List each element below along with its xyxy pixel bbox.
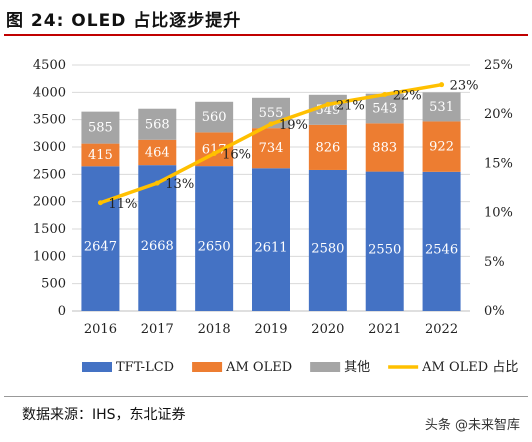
line-data-label: 23% bbox=[450, 79, 479, 94]
bar-tft-lcd bbox=[365, 171, 404, 311]
source-rule bbox=[4, 396, 528, 397]
figure-title: 图 24: OLED 占比逐步提升 bbox=[6, 11, 242, 31]
line-data-label: 22% bbox=[393, 89, 422, 104]
bar-- bbox=[81, 111, 120, 144]
y-tick-label: 4500 bbox=[33, 58, 66, 73]
line-point bbox=[325, 101, 331, 107]
bar-- bbox=[365, 93, 404, 124]
bar-data-label: 543 bbox=[372, 101, 397, 116]
line-data-label: 21% bbox=[336, 98, 365, 113]
bar-- bbox=[422, 92, 461, 122]
y2-tick-label: 10% bbox=[484, 206, 513, 221]
x-tick-label: 2017 bbox=[141, 322, 174, 337]
line-point bbox=[439, 82, 445, 88]
bar-data-label: 531 bbox=[429, 100, 454, 115]
bar-tft-lcd bbox=[252, 168, 290, 311]
legend-swatch bbox=[82, 362, 112, 372]
bar-data-label: 826 bbox=[315, 140, 340, 155]
title-rule bbox=[4, 34, 528, 36]
y2-tick-label: 25% bbox=[484, 58, 513, 73]
bar-data-label: 617 bbox=[202, 142, 227, 157]
y-tick-label: 3000 bbox=[33, 140, 66, 155]
bar-data-label: 2580 bbox=[311, 241, 344, 256]
y-tick-label: 2500 bbox=[33, 167, 66, 182]
line-data-label: 13% bbox=[165, 177, 194, 192]
legend-label: 其他 bbox=[344, 360, 370, 375]
x-tick-label: 2019 bbox=[254, 322, 287, 337]
legend-label: AM OLED bbox=[225, 360, 292, 375]
line-point bbox=[268, 121, 274, 127]
y-tick-label: 0 bbox=[58, 304, 66, 319]
bar-data-label: 560 bbox=[202, 110, 227, 125]
x-tick-label: 2020 bbox=[311, 322, 344, 337]
bar-data-label: 585 bbox=[88, 121, 113, 136]
y2-tick-label: 0% bbox=[484, 304, 505, 319]
legend-label: TFT-LCD bbox=[116, 360, 174, 375]
line-data-label: 16% bbox=[222, 148, 251, 163]
bar-data-label: 555 bbox=[259, 106, 284, 121]
watermark: 头条 @未来智库 bbox=[424, 418, 520, 433]
bar-data-label: 2668 bbox=[141, 239, 174, 254]
bar-tft-lcd bbox=[195, 166, 234, 311]
legend-swatch bbox=[192, 362, 223, 372]
bar-data-label: 464 bbox=[145, 145, 170, 160]
line-data-label: 19% bbox=[279, 118, 308, 133]
y-tick-label: 2000 bbox=[33, 195, 66, 210]
bar-data-label: 2650 bbox=[198, 240, 231, 255]
bar-data-label: 2611 bbox=[254, 241, 287, 256]
y2-tick-label: 5% bbox=[484, 255, 505, 270]
x-tick-label: 2018 bbox=[198, 322, 231, 337]
bar-am-oled bbox=[422, 121, 461, 172]
y-tick-label: 500 bbox=[41, 277, 66, 292]
y-tick-label: 3500 bbox=[33, 113, 66, 128]
y2-tick-label: 20% bbox=[484, 107, 513, 122]
y-tick-label: 4000 bbox=[33, 85, 66, 100]
legend-swatch bbox=[310, 362, 341, 372]
bar-tft-lcd bbox=[422, 171, 461, 311]
bar-data-label: 883 bbox=[372, 140, 397, 155]
bar-- bbox=[195, 101, 234, 133]
bar-am-oled bbox=[308, 124, 347, 170]
y-tick-label: 1000 bbox=[33, 249, 66, 264]
bar-data-label: 568 bbox=[145, 117, 170, 132]
x-tick-label: 2022 bbox=[425, 322, 458, 337]
bar-data-label: 2647 bbox=[84, 240, 117, 255]
bar-data-label: 2546 bbox=[425, 242, 458, 257]
bar-am-oled bbox=[252, 128, 290, 169]
y-tick-label: 1500 bbox=[33, 222, 66, 237]
bar-am-oled bbox=[81, 143, 120, 167]
legend-label: AM OLED 占比 bbox=[421, 360, 518, 375]
y2-tick-label: 15% bbox=[484, 156, 513, 171]
line-point bbox=[211, 151, 217, 157]
bar-tft-lcd bbox=[138, 165, 177, 311]
stacked-bar-line-chart: 0 500 1000 1500 2000 2500 3000 3500 4000 4500 0% 5%… bbox=[33, 58, 518, 375]
bar-data-label: 415 bbox=[88, 148, 113, 163]
bar-am-oled bbox=[365, 123, 404, 172]
bar-data-label: 2550 bbox=[368, 242, 401, 257]
bar-tft-lcd bbox=[81, 166, 120, 311]
bar-am-oled bbox=[138, 139, 177, 166]
x-tick-label: 2021 bbox=[368, 322, 401, 337]
bar-data-label: 922 bbox=[429, 140, 454, 155]
line-point bbox=[154, 180, 160, 186]
source-note: 数据来源：IHS，东北证券 bbox=[22, 407, 186, 423]
bar-data-label: 734 bbox=[259, 141, 284, 156]
line-point bbox=[97, 200, 103, 206]
bar-tft-lcd bbox=[308, 169, 347, 311]
x-tick-label: 2016 bbox=[84, 322, 117, 337]
line-point bbox=[382, 92, 388, 98]
line-data-label: 11% bbox=[108, 197, 137, 212]
bar-- bbox=[138, 108, 177, 140]
